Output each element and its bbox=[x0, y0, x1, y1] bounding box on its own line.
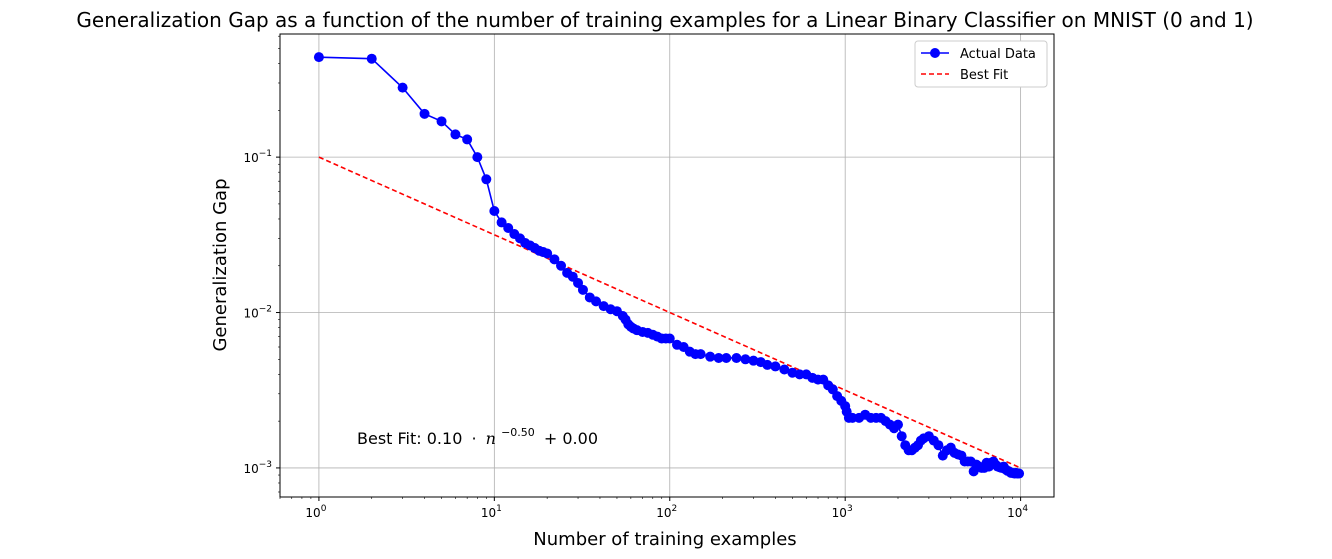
y-tick-base: 10 bbox=[243, 307, 258, 321]
actual-data-point bbox=[762, 359, 773, 370]
plot-area bbox=[280, 34, 1054, 497]
actual-data-point bbox=[705, 351, 716, 362]
actual-data-point bbox=[489, 206, 500, 217]
actual-data-point bbox=[695, 349, 706, 360]
actual-data-point bbox=[313, 52, 324, 63]
actual-data-point bbox=[556, 260, 567, 271]
x-tick-base: 10 bbox=[1007, 506, 1022, 520]
actual-data-point bbox=[419, 108, 430, 119]
x-tick-base: 10 bbox=[481, 506, 496, 520]
actual-data-point bbox=[503, 222, 514, 233]
annotation-prefix: Best Fit: 0.10 bbox=[357, 429, 462, 448]
actual-data-point bbox=[577, 284, 588, 295]
actual-data-point bbox=[481, 174, 492, 185]
actual-data-point bbox=[366, 53, 377, 64]
y-axis-ticks: 10−310−210−1 bbox=[243, 35, 280, 493]
x-tick-base: 10 bbox=[305, 506, 320, 520]
actual-data-point bbox=[721, 352, 732, 363]
actual-data-point bbox=[740, 354, 751, 365]
x-tick-exp: 3 bbox=[847, 504, 853, 514]
x-tick-label: 102 bbox=[656, 504, 677, 520]
x-tick-exp: 0 bbox=[321, 504, 327, 514]
x-tick-exp: 1 bbox=[496, 504, 502, 514]
actual-data-point bbox=[450, 129, 461, 140]
actual-data-point bbox=[731, 352, 742, 363]
actual-data-point bbox=[896, 431, 907, 442]
y-tick-label: 10−1 bbox=[243, 149, 272, 165]
actual-data-point bbox=[1014, 468, 1025, 479]
x-tick-base: 10 bbox=[832, 506, 847, 520]
y-tick-exp: −3 bbox=[259, 460, 272, 470]
y-tick-exp: −1 bbox=[259, 149, 272, 159]
x-tick-exp: 2 bbox=[672, 504, 678, 514]
actual-data-point bbox=[472, 152, 483, 163]
x-tick-exp: 4 bbox=[1022, 504, 1028, 514]
actual-data-point bbox=[713, 352, 724, 363]
x-tick-label: 104 bbox=[1007, 504, 1028, 520]
grid bbox=[280, 34, 1054, 497]
y-tick-base: 10 bbox=[243, 151, 258, 165]
y-tick-label: 10−2 bbox=[243, 305, 272, 321]
legend-bestfit-label: Best Fit bbox=[960, 68, 1008, 83]
chart-title: Generalization Gap as a function of the … bbox=[76, 8, 1253, 32]
actual-data-point bbox=[591, 296, 602, 307]
x-tick-label: 101 bbox=[481, 504, 502, 520]
x-axis-ticks: 100 101 102 103 104 bbox=[279, 497, 1028, 520]
legend-actual-label: Actual Data bbox=[960, 47, 1036, 62]
annotation-variable: n bbox=[486, 429, 496, 448]
x-axis-label: Number of training examples bbox=[533, 529, 796, 550]
y-tick-label: 10−3 bbox=[243, 460, 272, 476]
x-tick-label: 100 bbox=[305, 504, 326, 520]
annotation-suffix: + 0.00 bbox=[544, 429, 598, 448]
y-tick-exp: −2 bbox=[259, 305, 272, 315]
actual-data-point bbox=[542, 248, 553, 259]
actual-data-point bbox=[549, 254, 560, 265]
y-axis-label: Generalization Gap bbox=[210, 178, 231, 351]
actual-data-point bbox=[892, 419, 903, 430]
actual-data-point bbox=[496, 217, 507, 228]
actual-data-point bbox=[770, 361, 781, 372]
actual-data-point bbox=[397, 82, 408, 93]
actual-data-point bbox=[779, 364, 790, 375]
x-tick-label: 103 bbox=[832, 504, 853, 520]
series-layer bbox=[313, 52, 1025, 479]
annotation-dot: · bbox=[471, 429, 476, 448]
best-fit-annotation: Best Fit: 0.10 · n −0.50 + 0.00 bbox=[357, 421, 598, 448]
actual-data-point bbox=[933, 440, 944, 451]
actual-data-point bbox=[462, 134, 473, 145]
x-tick-base: 10 bbox=[656, 506, 671, 520]
actual-data-point bbox=[664, 333, 675, 344]
actual-data-point bbox=[436, 116, 447, 127]
legend-actual-marker bbox=[930, 48, 940, 58]
y-tick-base: 10 bbox=[243, 462, 258, 476]
annotation-exponent: −0.50 bbox=[501, 426, 535, 439]
legend: Actual Data Best Fit bbox=[914, 40, 1048, 88]
